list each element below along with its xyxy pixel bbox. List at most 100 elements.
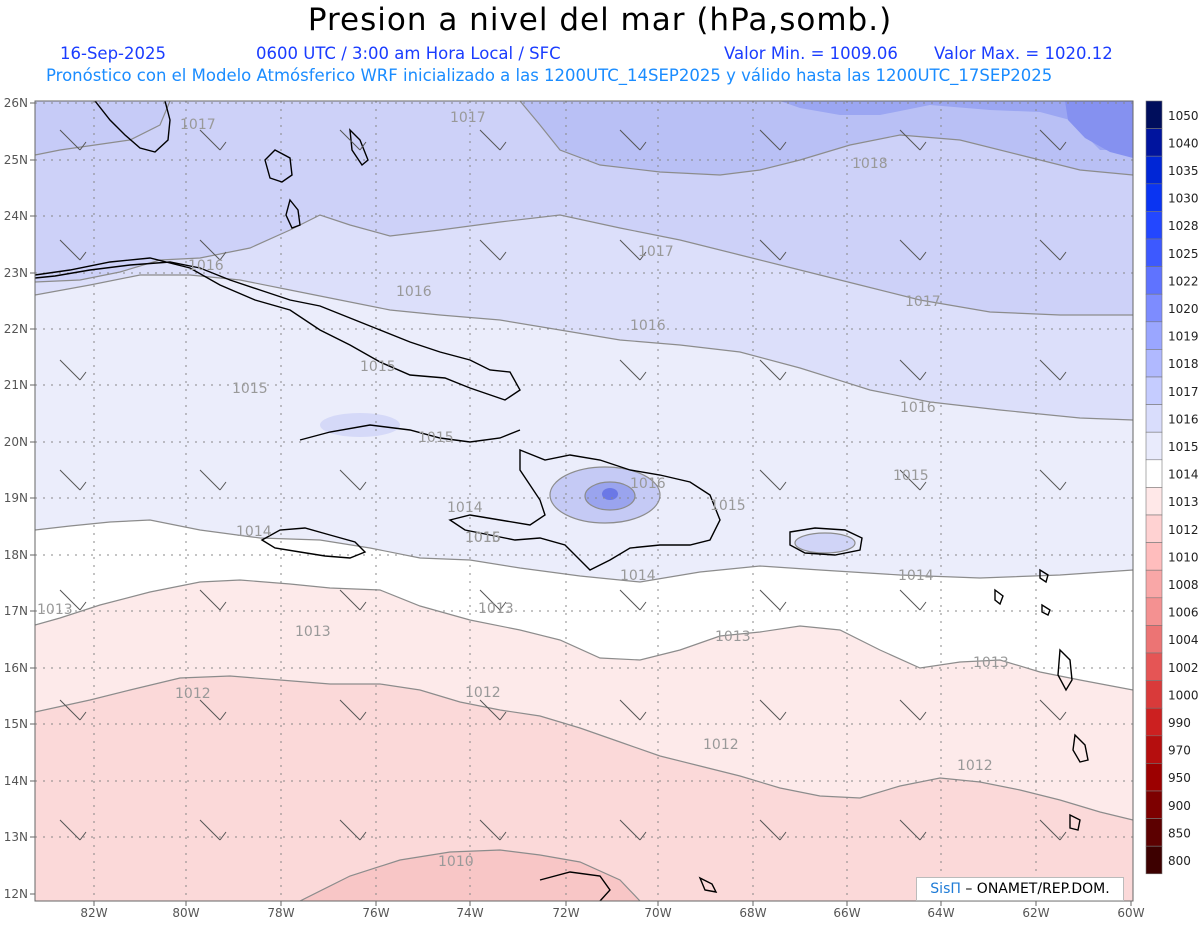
colorbar-label: 1040 xyxy=(1168,136,1199,150)
lat-label: 13N xyxy=(4,830,28,844)
lat-label: 26N xyxy=(4,96,28,110)
lat-label: 20N xyxy=(4,435,28,449)
colorbar-swatch xyxy=(1145,597,1163,626)
min-value: Valor Min. = 1009.06 xyxy=(724,44,898,63)
colorbar-swatch xyxy=(1145,652,1163,681)
lon-label: 78W xyxy=(267,906,294,920)
lat-label: 22N xyxy=(4,322,28,336)
colorbar-label: 900 xyxy=(1168,799,1191,813)
colorbar-swatch xyxy=(1145,321,1163,350)
colorbar-label: 1006 xyxy=(1168,606,1199,620)
isobars xyxy=(35,101,1133,901)
lat-label: 12N xyxy=(4,887,28,901)
longitude-axis: 82W 80W 78W 76W 74W 72W 70W 68W 66W 64W … xyxy=(80,906,1144,920)
south-america-coast xyxy=(539,871,611,901)
lat-label: 21N xyxy=(4,378,28,392)
colorbar-label: 850 xyxy=(1168,826,1191,840)
jamaica-coast xyxy=(260,527,367,559)
contour-label: 1014 xyxy=(898,568,934,584)
plot-frame xyxy=(34,100,1134,902)
sispi-logo: SisΠ xyxy=(930,881,961,897)
colorbar-label: 1025 xyxy=(1168,247,1199,261)
contour-label: 1012 xyxy=(703,737,739,753)
colorbar-label: 1022 xyxy=(1168,274,1199,288)
lesser-antilles-1 xyxy=(1057,648,1073,692)
colorbar-label: 1030 xyxy=(1168,192,1199,206)
band-1008 xyxy=(300,850,640,901)
contour-label: 1012 xyxy=(957,758,993,774)
contour-label: 1015 xyxy=(232,381,268,397)
hispaniola-high-peak xyxy=(602,488,618,500)
contour-label: 1016 xyxy=(465,530,501,546)
colorbar-label: 990 xyxy=(1168,716,1191,730)
colorbar-label: 1035 xyxy=(1168,164,1199,178)
colorbar-swatch xyxy=(1145,128,1163,157)
credit-box: SisΠ – ONAMET/REP.DOM. xyxy=(916,877,1124,901)
colorbar-swatch xyxy=(1145,183,1163,212)
lesser-antilles-3 xyxy=(1069,813,1081,831)
colorbar-label: 1050 xyxy=(1168,109,1199,123)
colorbar-label: 800 xyxy=(1168,854,1191,868)
band-1016 xyxy=(35,101,1133,315)
virgin-islands xyxy=(1039,568,1049,584)
colorbar-swatch xyxy=(1145,238,1163,267)
colorbar-swatch xyxy=(1145,514,1163,543)
band-1017 xyxy=(35,101,1133,175)
cuba-high xyxy=(320,413,400,437)
lon-label: 80W xyxy=(172,906,199,920)
colorbar-label: 1015 xyxy=(1168,440,1199,454)
hispaniola-coast xyxy=(448,448,721,571)
lon-label: 70W xyxy=(644,906,671,920)
contour-label: 1013 xyxy=(715,629,751,645)
lon-label: 72W xyxy=(552,906,579,920)
contour-label: 1015 xyxy=(418,430,454,446)
forecast-description: Pronóstico con el Modelo Atmósferico WRF… xyxy=(46,66,1053,85)
band-1010 xyxy=(35,676,1133,901)
latitude-axis: 26N 25N 24N 23N 22N 21N 20N 19N 18N 17N … xyxy=(4,96,28,901)
colorbar-label: 1013 xyxy=(1168,495,1199,509)
colorbar-swatch xyxy=(1145,569,1163,599)
lat-label: 23N xyxy=(4,266,28,280)
coastlines xyxy=(35,101,1089,901)
contour-label: 1016 xyxy=(630,476,666,492)
colorbar-label: 1019 xyxy=(1168,330,1199,344)
lat-ticks xyxy=(30,102,35,895)
contour-label: 1014 xyxy=(620,568,656,584)
lon-label: 64W xyxy=(927,906,954,920)
contour-label: 1015 xyxy=(710,498,746,514)
guadeloupe xyxy=(1041,603,1051,616)
colorbar-swatch xyxy=(1145,376,1163,405)
lesser-antilles-2 xyxy=(1072,733,1089,763)
antigua xyxy=(994,588,1004,606)
cuba-south-coast xyxy=(299,424,521,443)
colorbar-swatch xyxy=(1145,845,1163,875)
colorbar-swatch xyxy=(1145,100,1163,129)
lon-label: 82W xyxy=(80,906,107,920)
contour-label: 1015 xyxy=(893,468,929,484)
lat-label: 16N xyxy=(4,661,28,675)
contour-label: 1017 xyxy=(905,294,941,310)
contour-label: 1014 xyxy=(447,500,483,516)
contour-label: 1017 xyxy=(450,110,486,126)
lon-label: 60W xyxy=(1117,906,1144,920)
contour-label: 1012 xyxy=(465,685,501,701)
colorbar-label: 1016 xyxy=(1168,412,1199,426)
contour-label: 1017 xyxy=(638,244,674,260)
contour-labels: 1017 1017 1018 1016 1016 1017 1016 1017 … xyxy=(37,110,1009,870)
lon-label: 66W xyxy=(833,906,860,920)
colorbar-swatch xyxy=(1145,625,1163,654)
contour-label: 1015 xyxy=(465,530,501,546)
bahamas-island xyxy=(285,198,301,229)
contour-label: 1013 xyxy=(973,655,1009,671)
colorbar-swatch xyxy=(1145,349,1163,378)
contour-label: 1014 xyxy=(236,524,272,540)
lat-label: 25N xyxy=(4,153,28,167)
band-1019 xyxy=(1065,101,1133,158)
lon-label: 74W xyxy=(456,906,483,920)
colorbar-swatch xyxy=(1145,763,1163,792)
lat-label: 18N xyxy=(4,548,28,562)
colorbar-label: 1002 xyxy=(1168,661,1199,675)
bahamas-andros xyxy=(264,149,293,183)
wind-barbs xyxy=(59,129,1067,841)
